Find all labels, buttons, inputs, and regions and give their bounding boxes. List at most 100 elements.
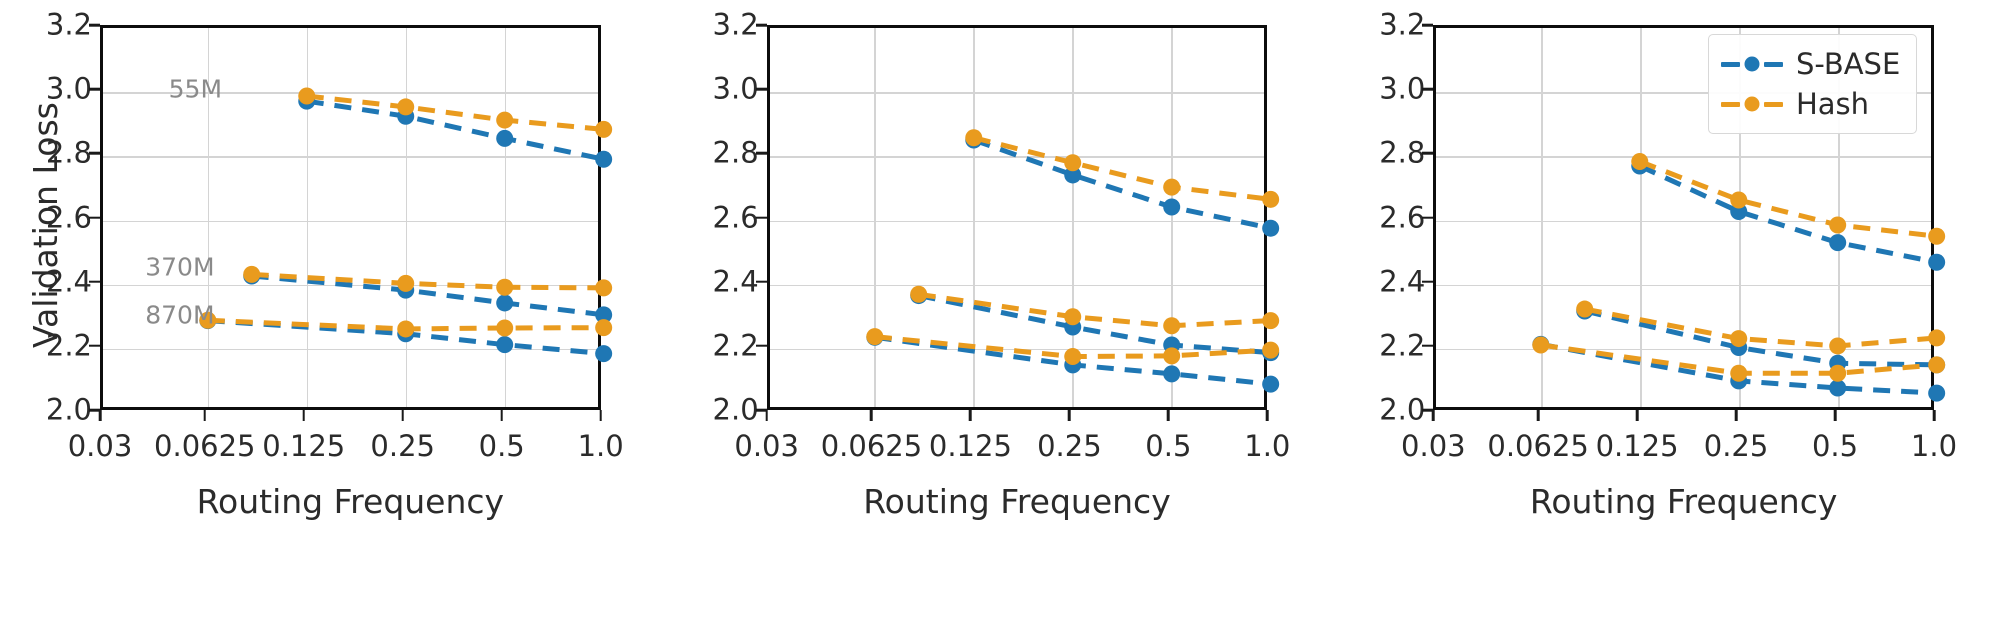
series-layer-1	[865, 129, 1279, 393]
data-point-marker	[595, 120, 613, 138]
x-axis-tick-label: 1.0	[1910, 429, 1958, 463]
y-axis-tick-label: 2.4	[45, 264, 92, 299]
y-axis-tick-mark	[89, 216, 100, 219]
series-line	[972, 135, 1271, 202]
x-axis-tick-mark	[1932, 410, 1936, 421]
y-axis-tick-label: 2.0	[1379, 392, 1426, 427]
series-layer-2	[1532, 152, 1946, 402]
data-point-marker	[496, 319, 514, 337]
data-point-marker	[1261, 375, 1279, 393]
legend-item-s-base[interactable]: S-BASE	[1720, 44, 1900, 84]
x-axis-title: Routing Frequency	[196, 482, 505, 521]
y-axis-tick-mark	[755, 344, 767, 348]
data-point-marker	[595, 150, 613, 168]
gridline-horizontal	[1436, 284, 1931, 287]
data-point-marker	[1261, 190, 1279, 208]
data-point-marker	[397, 98, 415, 116]
y-axis-tick-mark	[1422, 216, 1434, 219]
y-axis-tick-mark	[1422, 408, 1434, 412]
series-s-base-55m	[298, 92, 613, 168]
data-point-marker	[1162, 365, 1180, 383]
data-point-marker	[1829, 379, 1847, 397]
series-s-base-55m	[964, 131, 1279, 237]
series-line	[972, 137, 1271, 231]
series-line	[874, 334, 1271, 387]
x-axis-title: Routing Frequency	[1529, 482, 1838, 521]
x-axis-tick-mark	[599, 410, 602, 421]
x-axis-tick-label: 0.0625	[1487, 429, 1589, 463]
y-axis-tick-label: 2.6	[1379, 200, 1426, 234]
gridline-vertical	[1072, 28, 1074, 407]
x-axis-tick-label: 1.0	[1244, 429, 1291, 463]
y-axis-tick-mark	[755, 152, 767, 155]
x-axis-tick-mark	[302, 410, 306, 421]
series-hash-870m	[865, 328, 1279, 366]
x-axis-tick-label: 0.5	[1145, 429, 1192, 463]
data-point-marker	[1631, 152, 1649, 170]
x-axis-tick-label: 0.25	[370, 429, 436, 463]
x-axis-tick-mark	[1734, 410, 1738, 421]
data-point-marker	[1261, 312, 1279, 330]
y-axis-tick-label: 2.0	[712, 392, 759, 427]
x-axis-tick-mark	[1536, 410, 1540, 421]
gridline-vertical	[1171, 28, 1173, 407]
gridline-vertical	[1640, 28, 1642, 407]
x-axis-tick-mark	[870, 410, 873, 421]
gridline-horizontal	[1436, 156, 1931, 158]
y-axis-tick-label: 3.2	[712, 7, 759, 42]
data-point-marker	[496, 111, 514, 129]
y-axis-tick-mark	[755, 216, 767, 219]
y-axis-tick-label: 2.6	[45, 200, 92, 234]
data-point-marker	[1576, 300, 1594, 318]
y-axis-tick-label: 2.0	[45, 392, 92, 427]
data-point-marker	[199, 311, 217, 329]
data-point-marker	[865, 328, 883, 346]
x-axis-tick-mark	[500, 410, 503, 421]
y-axis-tick-label: 2.2	[712, 328, 759, 363]
group-size-annotation: 55M	[168, 74, 223, 104]
data-point-marker	[496, 336, 514, 354]
series-line	[1639, 159, 1938, 239]
x-axis-tick-mark	[1833, 410, 1837, 421]
y-axis-tick-label: 2.4	[712, 264, 759, 299]
gridline-horizontal	[103, 220, 598, 223]
gridline-vertical	[306, 28, 309, 407]
chart-panel-2: 3.2 3.0 2.8 2.6 2.4 2.2 2.0 0.03 0.0625 0.125 0.25…	[1333, 0, 2000, 620]
data-point-marker	[1928, 356, 1946, 374]
x-axis-tick-label: 0.5	[478, 429, 525, 463]
x-axis-tick-mark	[1167, 410, 1170, 421]
y-axis-tick-mark	[89, 152, 100, 155]
y-axis-tick-mark	[89, 87, 100, 91]
gridline-horizontal	[103, 348, 598, 351]
x-axis-tick-label: 0.125	[1595, 429, 1679, 463]
plot-area-0	[100, 25, 613, 410]
y-axis-tick-label: 2.2	[45, 328, 92, 363]
gridline-horizontal	[769, 220, 1265, 223]
data-point-marker	[1829, 234, 1847, 252]
data-point-marker	[595, 319, 613, 337]
gridline-horizontal	[103, 92, 598, 94]
y-axis-tick-mark	[1422, 344, 1434, 348]
gridline-horizontal	[769, 92, 1265, 94]
data-point-marker	[298, 87, 316, 105]
x-axis-title: Routing Frequency	[863, 482, 1171, 521]
data-point-marker	[243, 265, 261, 283]
data-point-marker	[1928, 384, 1946, 402]
y-axis-tick-mark	[755, 280, 767, 283]
data-point-marker	[595, 306, 613, 324]
series-line	[1584, 306, 1938, 349]
data-point-marker	[1928, 227, 1946, 245]
y-axis-tick-mark	[755, 23, 767, 27]
data-point-marker	[1162, 347, 1180, 365]
group-size-annotation: 370M	[145, 252, 215, 282]
y-axis-tick-mark	[89, 280, 100, 283]
series-line	[917, 291, 1271, 329]
series-hash-370m	[1576, 300, 1946, 355]
legend-item-hash[interactable]: Hash	[1720, 84, 1900, 124]
data-point-marker	[496, 278, 514, 296]
series-line	[874, 334, 1271, 360]
data-point-marker	[496, 294, 514, 312]
data-point-marker	[1063, 348, 1081, 366]
gridline-horizontal	[103, 156, 598, 158]
